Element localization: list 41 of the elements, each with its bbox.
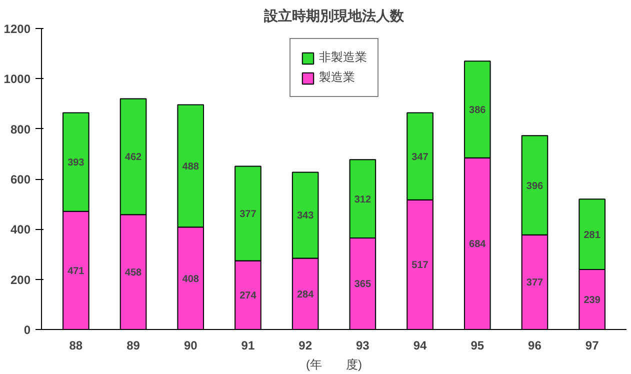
- legend-label: 製造業: [319, 69, 355, 86]
- data-label: 386: [469, 105, 486, 116]
- chart-title: 設立時期別現地法人数: [263, 8, 405, 24]
- data-label: 684: [469, 239, 486, 250]
- x-tick-label: 94: [413, 338, 428, 352]
- x-tick-label: 88: [69, 338, 83, 352]
- data-label: 517: [412, 260, 429, 272]
- data-label: 462: [124, 152, 142, 164]
- x-tick-label: 97: [585, 338, 600, 352]
- y-tick-label: 200: [10, 272, 31, 287]
- y-tick-label: 400: [10, 222, 31, 237]
- y-tick-label: 1200: [4, 22, 31, 36]
- data-label: 365: [354, 279, 372, 290]
- data-label: 471: [68, 266, 85, 277]
- y-tick-label: 800: [10, 122, 31, 136]
- x-tick-label: 96: [528, 338, 542, 352]
- data-label: 239: [584, 295, 601, 306]
- data-label: 274: [240, 290, 257, 302]
- data-label: 396: [526, 180, 544, 192]
- data-label: 408: [182, 274, 200, 285]
- data-label: 347: [412, 152, 429, 163]
- data-label: 343: [296, 210, 314, 222]
- data-label: 458: [124, 268, 142, 279]
- data-label: 488: [182, 161, 200, 172]
- y-tick-label: 0: [24, 323, 31, 337]
- y-tick-label: 1000: [4, 72, 31, 86]
- x-tick-label: 91: [241, 338, 255, 352]
- data-label: 281: [584, 230, 601, 241]
- y-tick-label: 600: [10, 172, 31, 186]
- x-tick-label: 89: [126, 338, 140, 352]
- data-label: 284: [296, 289, 314, 300]
- data-label: 377: [526, 278, 544, 289]
- data-label: 393: [68, 158, 85, 169]
- x-tick-label: 92: [298, 338, 312, 352]
- x-tick-label: 90: [184, 338, 198, 352]
- x-tick-label: 93: [356, 338, 370, 352]
- data-label: 377: [240, 208, 257, 220]
- data-label: 312: [354, 194, 372, 206]
- legend-label: 非製造業: [319, 49, 367, 66]
- x-axis-title: (年 度): [306, 358, 362, 372]
- x-tick-label: 95: [470, 338, 484, 352]
